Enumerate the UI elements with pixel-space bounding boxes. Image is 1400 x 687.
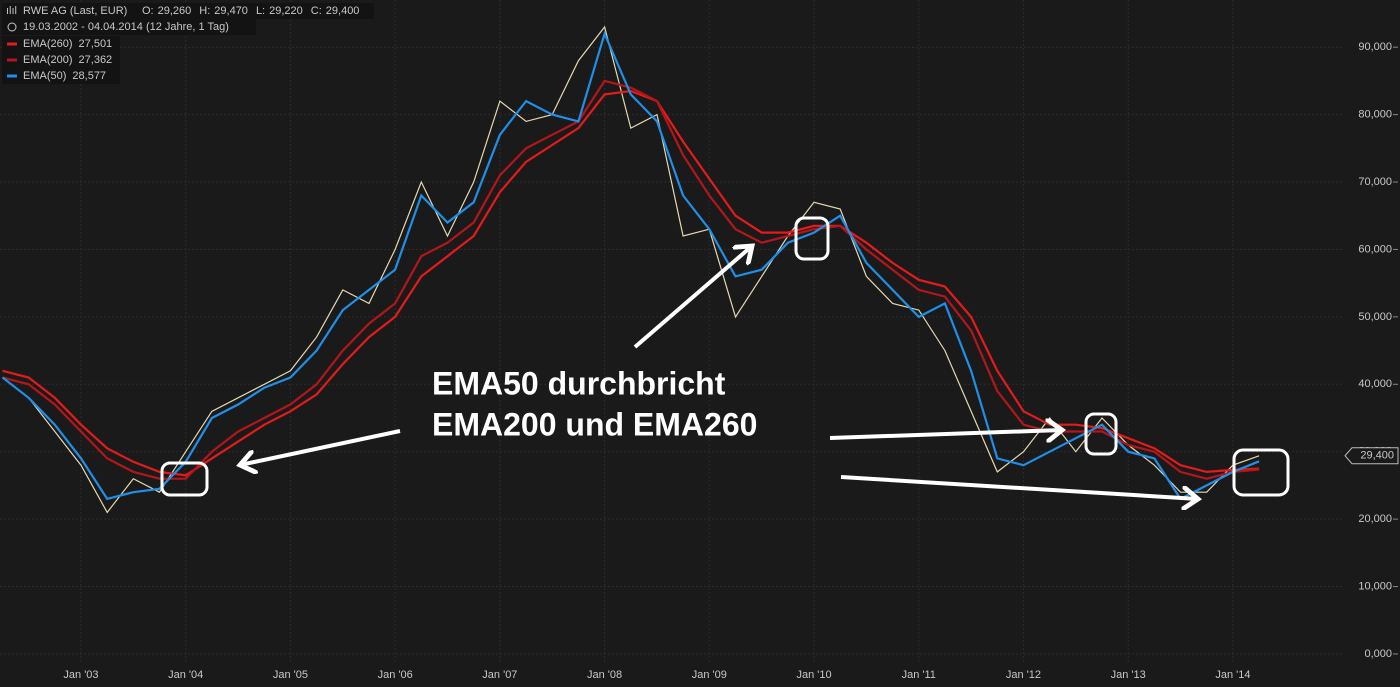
- highlight: [160, 461, 209, 497]
- title: RWE AG (Last, EUR): [23, 5, 127, 17]
- y-tick-label: 70,000: [1358, 176, 1392, 188]
- legend-bg: [2, 19, 256, 35]
- x-tick-label: Jan '11: [902, 669, 936, 681]
- annotation: EMA200 und EMA260: [432, 406, 757, 442]
- ohlc-value: 29,220: [269, 5, 303, 17]
- arrow: [840, 475, 1198, 499]
- y-tick-label: 90,000: [1358, 41, 1392, 53]
- legend: RWE AG (Last, EUR) ılıl 19.03.2002 - 04.…: [2, 3, 374, 84]
- x-tick-label: Jan '07: [482, 669, 517, 681]
- y-tick-label: 10,000: [1358, 580, 1392, 592]
- subtitle: 19.03.2002 - 04.04.2014 (12 Jahre, 1 Tag…: [23, 21, 229, 33]
- arrow: [829, 430, 1062, 438]
- x-tick-label: Jan '12: [1006, 669, 1041, 681]
- legend-bg: [2, 36, 120, 52]
- y-tick-label: 50,000: [1358, 311, 1392, 323]
- x-tick-label: Jan '14: [1215, 669, 1250, 681]
- x-tick-label: Jan '10: [796, 669, 831, 681]
- x-tick-label: Jan '04: [168, 669, 203, 681]
- y-tick-label: 80,000: [1358, 109, 1392, 121]
- legend-name: EMA(50): [23, 70, 66, 82]
- legend-swatch: [7, 58, 17, 62]
- legend-bg: [2, 68, 120, 84]
- highlight: [1084, 412, 1118, 456]
- y-tick-label: 60,000: [1358, 243, 1392, 255]
- legend-swatch: [7, 42, 17, 46]
- legend-value: 28,577: [72, 70, 106, 82]
- ohlc-name: H:: [199, 5, 210, 17]
- series-line: [1, 30, 1260, 501]
- legend-name: EMA(200): [23, 54, 73, 66]
- x-tick-label: Jan '13: [1111, 669, 1146, 681]
- annotation: EMA50 durchbricht: [432, 365, 726, 401]
- highlight: [1232, 448, 1290, 497]
- icon: [7, 22, 17, 32]
- x-tick-label: Jan '09: [692, 669, 727, 681]
- legend-name: EMA(260): [23, 38, 73, 50]
- ohlc-name: O:: [142, 5, 154, 17]
- y-tick-label: 40,000: [1358, 378, 1392, 390]
- price-label: 29,400: [1360, 450, 1394, 462]
- ohlc-name: L:: [256, 5, 265, 17]
- price-marker: [1344, 447, 1399, 465]
- ohlc-name: C:: [311, 5, 322, 17]
- ohlc-value: 29,260: [158, 5, 192, 17]
- ohlc-value: 29,400: [326, 5, 360, 17]
- legend-value: 27,501: [79, 38, 113, 50]
- x-tick-label: Jan '05: [273, 669, 308, 681]
- icon: ılıl: [6, 5, 17, 17]
- y-tick-label: 0,000: [1364, 648, 1392, 660]
- legend-bg: [2, 52, 120, 68]
- legend-bg: [2, 3, 374, 19]
- legend-value: 27,362: [79, 54, 113, 66]
- arrow: [633, 246, 752, 349]
- x-tick-label: Jan '08: [587, 669, 622, 681]
- y-tick-label: 20,000: [1358, 513, 1392, 525]
- x-tick-label: Jan '03: [63, 669, 98, 681]
- annotations: EMA50 durchbricht EMA200 und EMA260: [160, 216, 1290, 499]
- ohlc-value: 29,470: [214, 5, 248, 17]
- x-tick-label: Jan '06: [378, 669, 413, 681]
- arrow: [240, 429, 401, 465]
- legend-swatch: [7, 74, 17, 78]
- highlight: [794, 216, 830, 261]
